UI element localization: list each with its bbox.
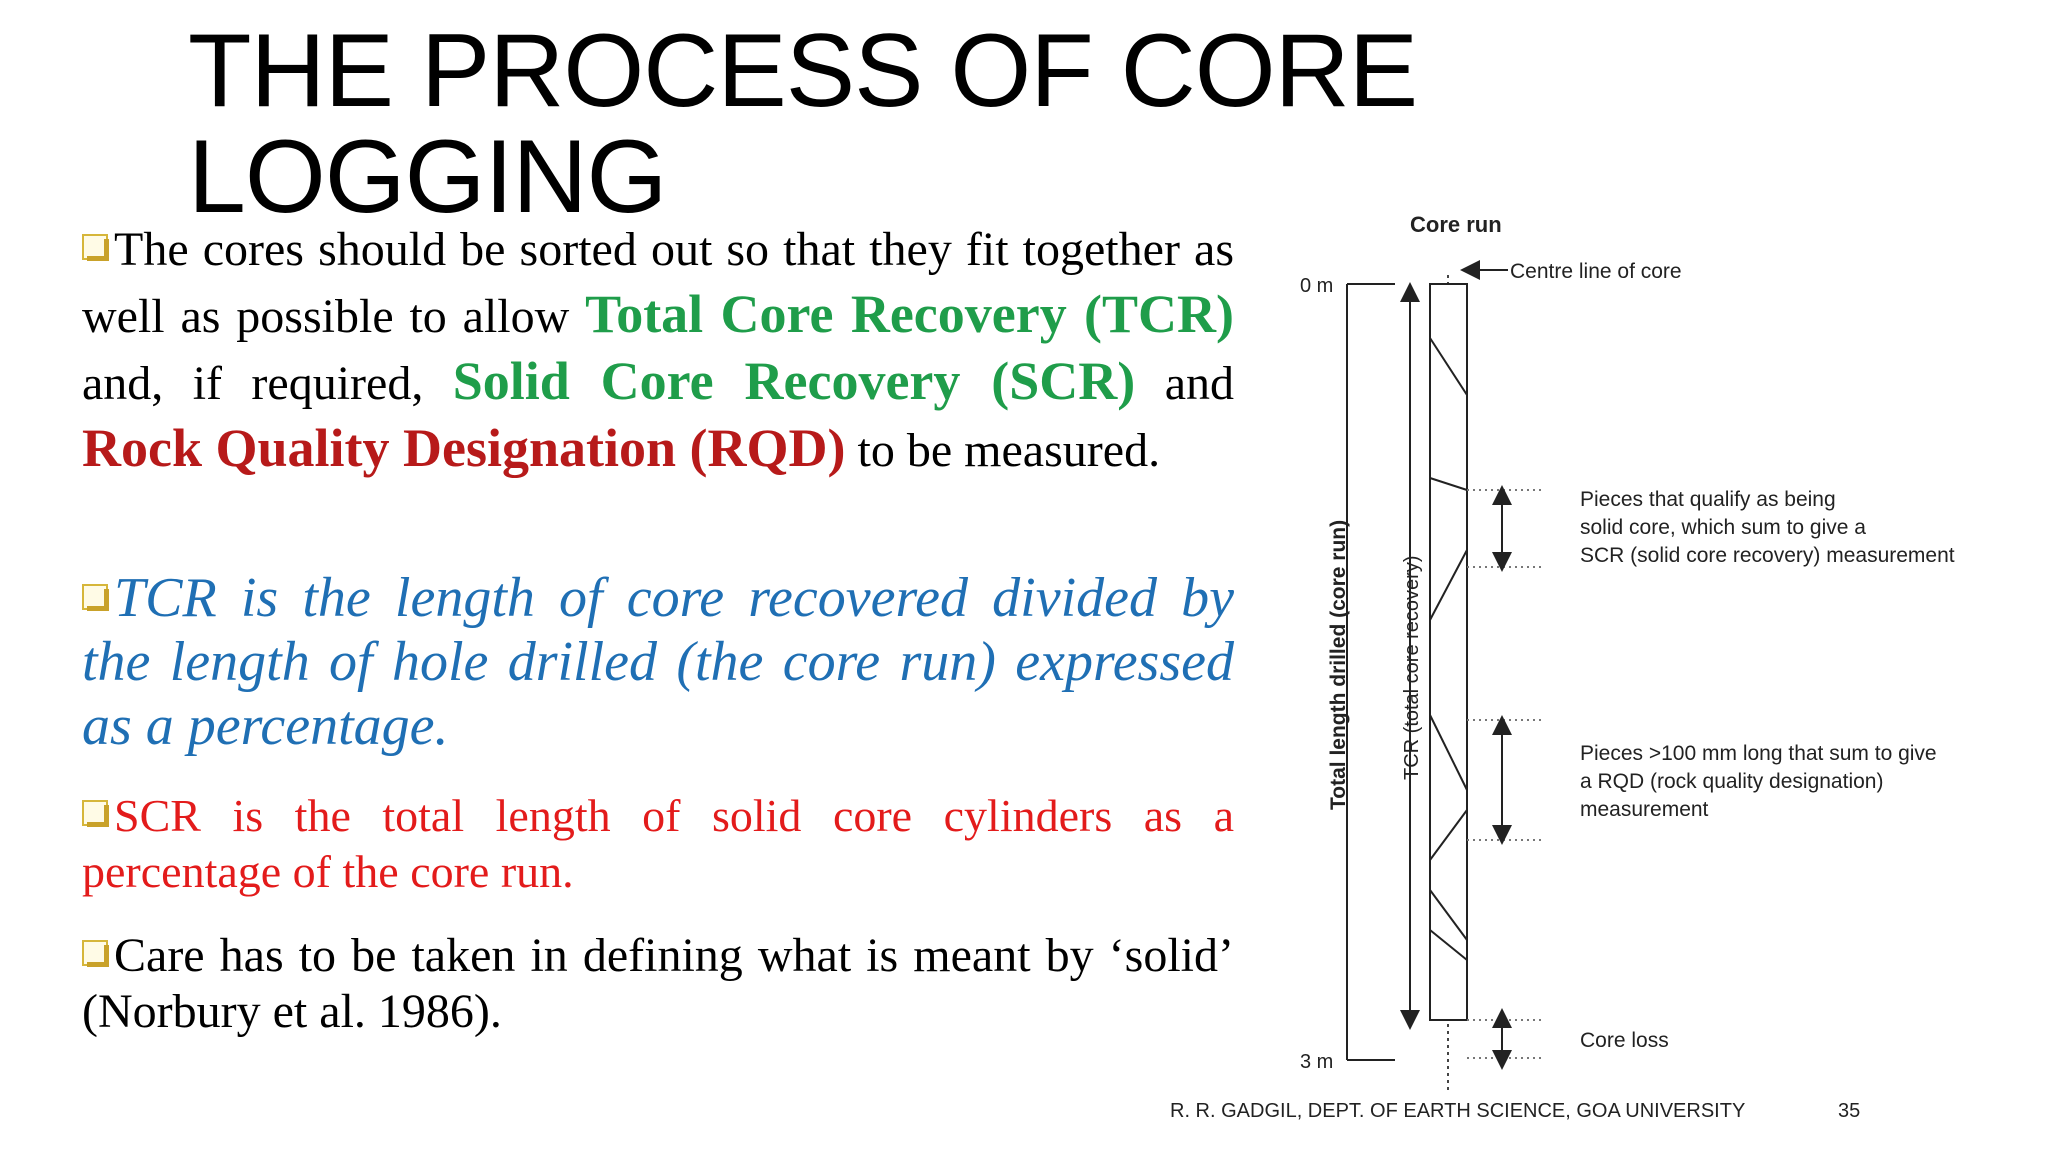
core-run-heading: Core run [1410,212,1502,237]
checkbox-bullet-icon [82,800,109,828]
tcr-axis-label: TCR (total core recovery) [1401,556,1423,781]
term-tcr: Total Core Recovery (TCR) [585,284,1235,344]
core-cylinder [1429,283,1468,1021]
rqd-label-line1: Pieces >100 mm long that sum to give [1580,742,1937,765]
rqd-label-line2: a RQD (rock quality designation) [1580,770,1883,793]
bullet1-text-1: The cores should be sorted out so that t… [82,223,1234,343]
core-fractures [1429,337,1468,961]
term-rqd: Rock Quality Designation (RQD) [82,418,846,478]
bullet1-text-4: to be measured. [845,424,1161,477]
depth-top-label: 0 m [1300,275,1333,297]
term-scr: Solid Core Recovery (SCR) [452,351,1136,411]
measurement-guides [1467,489,1545,1059]
scr-label-line2: solid core, which sum to give a [1580,516,1866,539]
depth-bottom-label: 3 m [1300,1051,1333,1073]
page-number: 35 [1838,1100,1861,1122]
core-run-diagram: Core run 0 m 3 m Total length drilled (c… [1300,212,1955,1090]
bullet-core-sorting: The cores should be sorted out so that t… [82,218,1234,483]
checkbox-bullet-icon [82,940,109,968]
footer-credit: R. R. GADGIL, DEPT. OF EARTH SCIENCE, GO… [1170,1100,1746,1122]
scr-label-line1: Pieces that qualify as being [1580,488,1836,511]
total-length-axis-label: Total length drilled (core run) [1327,520,1350,810]
bullet-scr-definition: SCR is the total length of solid core cy… [82,788,1234,900]
checkbox-bullet-icon [82,584,109,612]
scr-label-line3: SCR (solid core recovery) measurement [1580,544,1955,567]
bullet-tcr-definition: TCR is the length of core recovered divi… [82,566,1234,758]
core-loss-label: Core loss [1580,1029,1669,1052]
bullet2-text: TCR is the length of core recovered divi… [82,567,1234,757]
bullet1-text-2: and, if required, [82,357,453,410]
bullet3-text: SCR is the total length of solid core cy… [82,790,1234,897]
bullet1-text-3: and [1135,357,1234,410]
bullet4-text: Care has to be taken in defining what is… [82,929,1234,1038]
rqd-label-line3: measurement [1580,798,1709,821]
centre-line-label: Centre line of core [1510,260,1682,283]
slide-title: THE PROCESS OF CORE LOGGING [188,13,1418,235]
bullet-solid-caution: Care has to be taken in defining what is… [82,928,1234,1040]
checkbox-bullet-icon [82,234,109,262]
